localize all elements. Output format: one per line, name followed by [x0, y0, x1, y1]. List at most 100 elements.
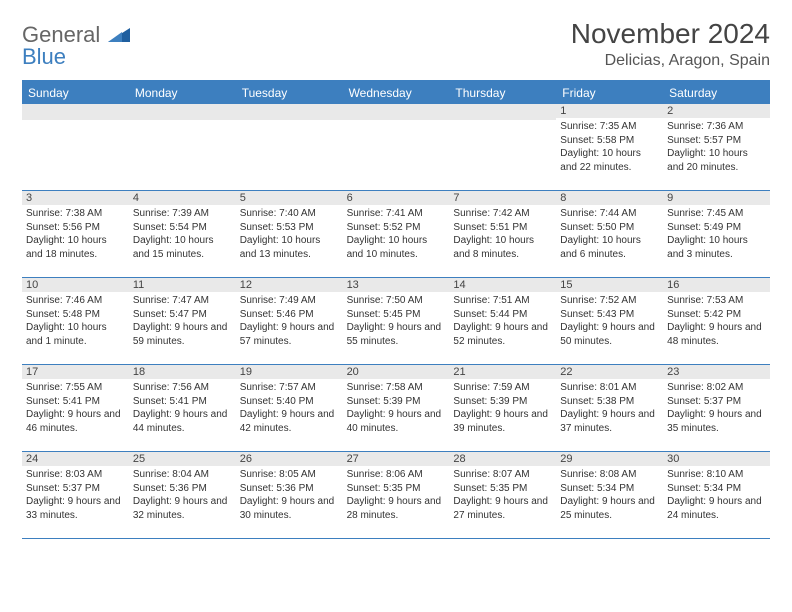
sunset-text: Sunset: 5:42 PM [667, 308, 766, 322]
calendar-cell: 8Sunrise: 7:44 AMSunset: 5:50 PMDaylight… [556, 191, 663, 277]
calendar-cell [236, 104, 343, 190]
calendar-cell: 21Sunrise: 7:59 AMSunset: 5:39 PMDayligh… [449, 365, 556, 451]
calendar-date: 13 [343, 278, 450, 292]
calendar-cell-body: Sunrise: 7:44 AMSunset: 5:50 PMDaylight:… [556, 205, 663, 263]
calendar-cell-body: Sunrise: 7:38 AMSunset: 5:56 PMDaylight:… [22, 205, 129, 263]
calendar-cell: 9Sunrise: 7:45 AMSunset: 5:49 PMDaylight… [663, 191, 770, 277]
day-header-cell: Sunday [22, 82, 129, 104]
sunset-text: Sunset: 5:49 PM [667, 221, 766, 235]
sunrise-text: Sunrise: 7:46 AM [26, 294, 125, 308]
calendar-date: 24 [22, 452, 129, 466]
sunrise-text: Sunrise: 7:49 AM [240, 294, 339, 308]
sunset-text: Sunset: 5:58 PM [560, 134, 659, 148]
sunrise-text: Sunrise: 7:55 AM [26, 381, 125, 395]
calendar-cell: 10Sunrise: 7:46 AMSunset: 5:48 PMDayligh… [22, 278, 129, 364]
calendar-cell: 22Sunrise: 8:01 AMSunset: 5:38 PMDayligh… [556, 365, 663, 451]
calendar-week: 10Sunrise: 7:46 AMSunset: 5:48 PMDayligh… [22, 278, 770, 365]
calendar-cell-body: Sunrise: 7:42 AMSunset: 5:51 PMDaylight:… [449, 205, 556, 263]
calendar-cell-body: Sunrise: 7:56 AMSunset: 5:41 PMDaylight:… [129, 379, 236, 437]
calendar-cell: 13Sunrise: 7:50 AMSunset: 5:45 PMDayligh… [343, 278, 450, 364]
calendar-cell-body: Sunrise: 8:05 AMSunset: 5:36 PMDaylight:… [236, 466, 343, 524]
sunset-text: Sunset: 5:44 PM [453, 308, 552, 322]
calendar-date: 1 [556, 104, 663, 118]
daylight-text: Daylight: 10 hours and 6 minutes. [560, 234, 659, 261]
daylight-text: Daylight: 9 hours and 27 minutes. [453, 495, 552, 522]
calendar-week: 1Sunrise: 7:35 AMSunset: 5:58 PMDaylight… [22, 104, 770, 191]
sunset-text: Sunset: 5:35 PM [347, 482, 446, 496]
calendar-cell-body: Sunrise: 7:55 AMSunset: 5:41 PMDaylight:… [22, 379, 129, 437]
daylight-text: Daylight: 9 hours and 57 minutes. [240, 321, 339, 348]
sunset-text: Sunset: 5:45 PM [347, 308, 446, 322]
sunset-text: Sunset: 5:53 PM [240, 221, 339, 235]
sunrise-text: Sunrise: 8:01 AM [560, 381, 659, 395]
calendar-cell: 20Sunrise: 7:58 AMSunset: 5:39 PMDayligh… [343, 365, 450, 451]
calendar-cell: 24Sunrise: 8:03 AMSunset: 5:37 PMDayligh… [22, 452, 129, 538]
sunrise-text: Sunrise: 7:39 AM [133, 207, 232, 221]
calendar-cell: 12Sunrise: 7:49 AMSunset: 5:46 PMDayligh… [236, 278, 343, 364]
header: General Blue November 2024 Delicias, Ara… [22, 18, 770, 70]
calendar-date: 21 [449, 365, 556, 379]
calendar-week: 3Sunrise: 7:38 AMSunset: 5:56 PMDaylight… [22, 191, 770, 278]
calendar-cell-body: Sunrise: 7:53 AMSunset: 5:42 PMDaylight:… [663, 292, 770, 350]
calendar-cell: 25Sunrise: 8:04 AMSunset: 5:36 PMDayligh… [129, 452, 236, 538]
calendar-cell [449, 104, 556, 190]
sunset-text: Sunset: 5:37 PM [667, 395, 766, 409]
calendar-date [129, 104, 236, 120]
daylight-text: Daylight: 9 hours and 24 minutes. [667, 495, 766, 522]
sunrise-text: Sunrise: 7:47 AM [133, 294, 232, 308]
calendar-week: 24Sunrise: 8:03 AMSunset: 5:37 PMDayligh… [22, 452, 770, 539]
sunrise-text: Sunrise: 7:40 AM [240, 207, 339, 221]
sunrise-text: Sunrise: 7:45 AM [667, 207, 766, 221]
calendar-date: 4 [129, 191, 236, 205]
sunset-text: Sunset: 5:41 PM [133, 395, 232, 409]
sunrise-text: Sunrise: 8:07 AM [453, 468, 552, 482]
calendar-date: 30 [663, 452, 770, 466]
day-header-cell: Thursday [449, 82, 556, 104]
sunrise-text: Sunrise: 7:53 AM [667, 294, 766, 308]
calendar-cell: 3Sunrise: 7:38 AMSunset: 5:56 PMDaylight… [22, 191, 129, 277]
daylight-text: Daylight: 10 hours and 8 minutes. [453, 234, 552, 261]
sunset-text: Sunset: 5:52 PM [347, 221, 446, 235]
sunrise-text: Sunrise: 8:06 AM [347, 468, 446, 482]
calendar-date: 16 [663, 278, 770, 292]
daylight-text: Daylight: 9 hours and 40 minutes. [347, 408, 446, 435]
daylight-text: Daylight: 10 hours and 1 minute. [26, 321, 125, 348]
calendar-date: 5 [236, 191, 343, 205]
logo-triangle-icon [108, 28, 130, 42]
daylight-text: Daylight: 10 hours and 15 minutes. [133, 234, 232, 261]
calendar-date: 19 [236, 365, 343, 379]
calendar-cell-body: Sunrise: 8:01 AMSunset: 5:38 PMDaylight:… [556, 379, 663, 437]
daylight-text: Daylight: 9 hours and 59 minutes. [133, 321, 232, 348]
calendar-cell-body: Sunrise: 8:04 AMSunset: 5:36 PMDaylight:… [129, 466, 236, 524]
daylight-text: Daylight: 9 hours and 42 minutes. [240, 408, 339, 435]
daylight-text: Daylight: 9 hours and 28 minutes. [347, 495, 446, 522]
calendar-cell: 16Sunrise: 7:53 AMSunset: 5:42 PMDayligh… [663, 278, 770, 364]
calendar-cell: 14Sunrise: 7:51 AMSunset: 5:44 PMDayligh… [449, 278, 556, 364]
month-title: November 2024 [571, 18, 770, 50]
calendar-cell-body: Sunrise: 7:50 AMSunset: 5:45 PMDaylight:… [343, 292, 450, 350]
sunset-text: Sunset: 5:39 PM [453, 395, 552, 409]
calendar-date: 28 [449, 452, 556, 466]
calendar-date [236, 104, 343, 120]
calendar-date: 23 [663, 365, 770, 379]
calendar-date: 7 [449, 191, 556, 205]
calendar-date: 26 [236, 452, 343, 466]
sunrise-text: Sunrise: 7:56 AM [133, 381, 232, 395]
calendar-date: 9 [663, 191, 770, 205]
sunset-text: Sunset: 5:35 PM [453, 482, 552, 496]
daylight-text: Daylight: 9 hours and 25 minutes. [560, 495, 659, 522]
calendar-date: 12 [236, 278, 343, 292]
calendar-body: 1Sunrise: 7:35 AMSunset: 5:58 PMDaylight… [22, 104, 770, 539]
calendar-cell: 28 Sunrise: 8:07 AMSunset: 5:35 PMDayligh… [449, 452, 556, 538]
sunset-text: Sunset: 5:39 PM [347, 395, 446, 409]
daylight-text: Daylight: 10 hours and 13 minutes. [240, 234, 339, 261]
daylight-text: Daylight: 9 hours and 52 minutes. [453, 321, 552, 348]
calendar-cell-body: Sunrise: 7:46 AMSunset: 5:48 PMDaylight:… [22, 292, 129, 350]
sunrise-text: Sunrise: 7:36 AM [667, 120, 766, 134]
calendar-cell: 27Sunrise: 8:06 AMSunset: 5:35 PMDayligh… [343, 452, 450, 538]
daylight-text: Daylight: 9 hours and 55 minutes. [347, 321, 446, 348]
calendar-cell: 29Sunrise: 8:08 AMSunset: 5:34 PMDayligh… [556, 452, 663, 538]
calendar-cell: 15Sunrise: 7:52 AMSunset: 5:43 PMDayligh… [556, 278, 663, 364]
sunset-text: Sunset: 5:43 PM [560, 308, 659, 322]
calendar-cell-body: Sunrise: 7:59 AMSunset: 5:39 PMDaylight:… [449, 379, 556, 437]
